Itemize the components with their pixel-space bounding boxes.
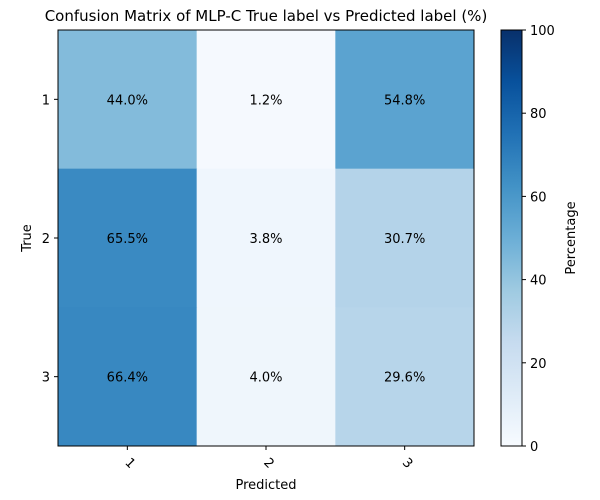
colorbar-tick-label-60: 60 bbox=[530, 190, 547, 205]
colorbar-tick-label-40: 40 bbox=[530, 274, 547, 289]
x-axis-label: Predicted bbox=[235, 478, 296, 493]
y-axis-ticks: 1 2 3 bbox=[42, 93, 58, 385]
cell-label-r1-c2: 1.2% bbox=[249, 93, 282, 108]
chart-title: Confusion Matrix of MLP-C True label vs … bbox=[45, 7, 488, 25]
colorbar-tick-label-100: 100 bbox=[530, 24, 555, 39]
cell-label-r2-c2: 3.8% bbox=[249, 232, 282, 247]
cell-label-r3-c1: 66.4% bbox=[107, 371, 148, 386]
cell-label-r3-c3: 29.6% bbox=[384, 371, 425, 386]
x-axis-ticks: 1 2 3 bbox=[122, 446, 416, 472]
cell-label-r1-c3: 54.8% bbox=[384, 93, 425, 108]
y-axis-label: True bbox=[20, 224, 35, 253]
cell-label-r1-c1: 44.0% bbox=[107, 93, 148, 108]
cell-label-r3-c2: 4.0% bbox=[249, 371, 282, 386]
colorbar-tick-label-80: 80 bbox=[530, 107, 547, 122]
x-tick-label-2: 2 bbox=[260, 455, 276, 471]
colorbar-tick-label-20: 20 bbox=[530, 357, 547, 372]
y-tick-label-3: 3 bbox=[42, 371, 50, 386]
y-tick-label-1: 1 bbox=[42, 93, 50, 108]
colorbar-ticks: 0 20 40 60 80 100 bbox=[522, 24, 555, 455]
y-tick-label-2: 2 bbox=[42, 232, 50, 247]
colorbar-label: Percentage bbox=[564, 201, 579, 274]
x-tick-label-3: 3 bbox=[399, 455, 415, 471]
cell-label-r2-c3: 30.7% bbox=[384, 232, 425, 247]
cell-label-r2-c1: 65.5% bbox=[107, 232, 148, 247]
colorbar bbox=[501, 30, 522, 446]
colorbar-tick-label-0: 0 bbox=[530, 440, 538, 455]
x-tick-label-1: 1 bbox=[122, 455, 138, 471]
